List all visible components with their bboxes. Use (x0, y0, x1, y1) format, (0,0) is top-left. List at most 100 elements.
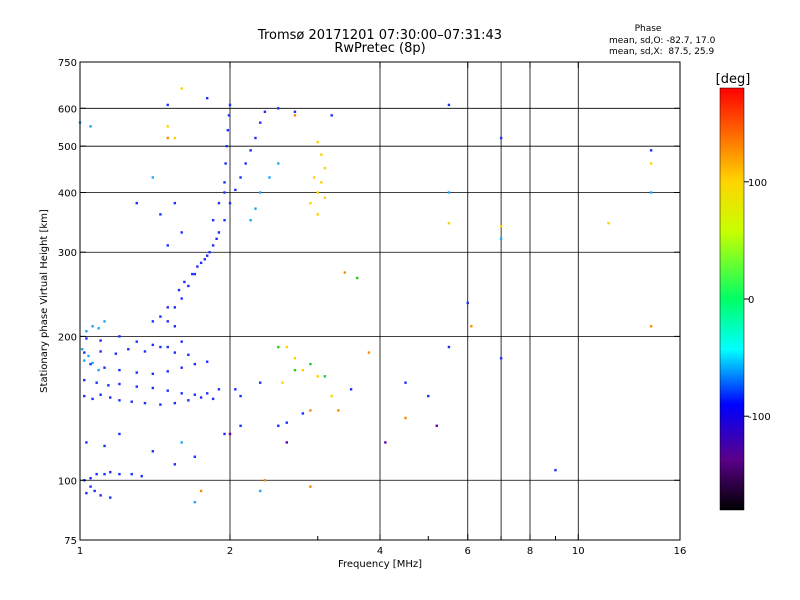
data-point (135, 201, 138, 205)
data-point (259, 489, 262, 493)
data-point (180, 441, 183, 444)
data-point (384, 441, 387, 444)
y-tick-label: 200 (58, 332, 77, 343)
data-point (649, 325, 653, 328)
data-point (323, 196, 327, 199)
data-point (323, 375, 327, 378)
data-point (199, 489, 203, 493)
data-point (226, 128, 230, 132)
data-point (277, 107, 280, 110)
data-point (404, 381, 407, 384)
phase-stats-line2: mean, sd,X: 87.5, 25.9 (609, 47, 715, 57)
data-point (83, 351, 86, 354)
data-point (228, 432, 232, 436)
data-point (211, 219, 215, 222)
data-point (199, 396, 203, 399)
data-point (554, 468, 557, 472)
data-point (224, 162, 227, 165)
data-point (316, 213, 319, 216)
data-point (166, 244, 169, 247)
data-point (166, 103, 169, 107)
data-point (499, 237, 503, 241)
y-tick-label: 500 (58, 142, 77, 153)
data-point (499, 357, 503, 360)
data-point (427, 394, 430, 398)
data-point (309, 362, 312, 366)
data-point (118, 335, 121, 338)
data-point (285, 421, 288, 424)
data-point (435, 424, 438, 428)
data-point (193, 362, 197, 366)
data-point (259, 381, 262, 384)
data-point (103, 444, 106, 448)
data-point (173, 325, 177, 328)
data-point (447, 103, 451, 107)
data-point (301, 412, 305, 415)
data-point (173, 351, 177, 354)
chart-title: Tromsø 20171201 07:30:00–07:31:43 (257, 28, 502, 43)
colorbar (719, 87, 745, 511)
data-point (143, 401, 147, 405)
data-point (349, 388, 353, 391)
data-point (151, 372, 155, 376)
data-point (277, 162, 280, 165)
y-tick-label: 750 (58, 58, 77, 69)
data-point (89, 477, 92, 480)
data-point (263, 479, 267, 482)
phase-stats-heading: Phase (635, 24, 662, 34)
data-point (89, 362, 92, 366)
data-point (196, 265, 199, 268)
data-point (118, 472, 121, 476)
y-axis-label: Stationary phase Virtual Height [km] (39, 209, 50, 393)
data-point (166, 306, 169, 309)
data-point (83, 378, 86, 382)
x-tick-label: 8 (527, 546, 533, 557)
data-point (227, 114, 231, 117)
data-point (649, 191, 653, 194)
data-point (180, 340, 183, 343)
y-axis: 75 100 200 300 400 500 600 750 (58, 58, 680, 547)
data-point (205, 360, 209, 363)
data-point (180, 87, 183, 90)
data-point (103, 320, 106, 323)
data-point (239, 424, 242, 428)
data-point (223, 219, 226, 222)
data-point (234, 188, 237, 192)
data-point (151, 320, 155, 323)
data-point (447, 191, 451, 194)
x-tick-label: 1 (77, 546, 83, 557)
data-point (166, 136, 169, 140)
phase-stats-line1: mean, sd,O: -82.7, 17.0 (609, 36, 716, 46)
data-point (135, 371, 138, 374)
data-point (191, 272, 194, 276)
data-point (89, 485, 92, 488)
data-point (499, 136, 503, 140)
data-point (293, 114, 297, 117)
data-point (91, 361, 94, 365)
data-point (249, 219, 252, 222)
data-point (166, 370, 169, 373)
data-point (217, 388, 221, 391)
data-point (135, 340, 138, 343)
data-point (109, 396, 112, 399)
data-point (83, 394, 86, 398)
y-tick-label: 300 (58, 248, 77, 259)
data-point (135, 385, 138, 388)
data-point (316, 191, 319, 194)
data-point (337, 409, 340, 412)
data-point (330, 114, 333, 117)
data-point (166, 389, 169, 392)
data-point (205, 96, 209, 100)
data-point (466, 301, 469, 305)
data-point (447, 345, 451, 349)
data-point (404, 416, 407, 420)
colorbar-tick-label: 100 (748, 178, 767, 189)
x-tick-label: 4 (377, 546, 383, 557)
data-point (166, 345, 169, 349)
data-point (193, 455, 197, 458)
data-point (114, 352, 118, 355)
data-point (91, 325, 94, 328)
data-point (239, 176, 242, 179)
data-point (87, 354, 90, 358)
data-point (259, 191, 262, 194)
